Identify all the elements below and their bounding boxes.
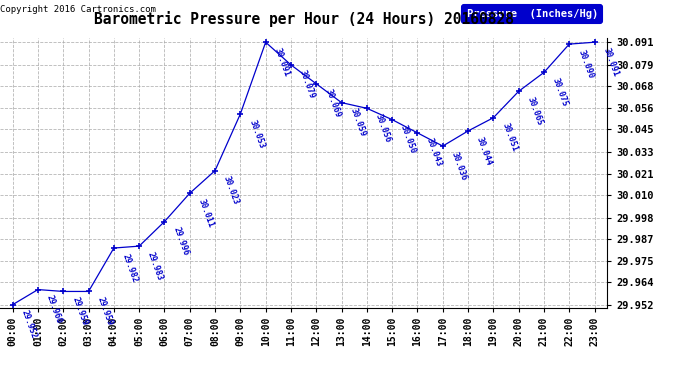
Text: 29.996: 29.996 [171, 226, 190, 257]
Text: 30.059: 30.059 [348, 107, 367, 138]
Text: 30.051: 30.051 [500, 122, 519, 153]
Text: 30.065: 30.065 [526, 96, 544, 127]
Text: 29.982: 29.982 [121, 252, 139, 284]
Text: 29.959: 29.959 [70, 296, 89, 327]
Text: 30.050: 30.050 [399, 124, 418, 155]
Text: 30.043: 30.043 [424, 137, 443, 168]
Text: 30.011: 30.011 [197, 197, 215, 229]
Text: Copyright 2016 Cartronics.com: Copyright 2016 Cartronics.com [0, 5, 156, 14]
Text: 30.075: 30.075 [551, 76, 570, 108]
Text: 29.959: 29.959 [95, 296, 115, 327]
Text: 30.091: 30.091 [273, 46, 291, 78]
Text: 30.069: 30.069 [323, 88, 342, 119]
Text: 30.044: 30.044 [475, 135, 494, 166]
Text: 29.960: 29.960 [45, 294, 63, 325]
Text: 30.091: 30.091 [602, 46, 620, 78]
Legend: Pressure  (Inches/Hg): Pressure (Inches/Hg) [462, 5, 602, 23]
Text: 30.090: 30.090 [576, 48, 595, 80]
Text: Barometric Pressure per Hour (24 Hours) 20160828: Barometric Pressure per Hour (24 Hours) … [94, 11, 513, 27]
Text: 30.056: 30.056 [374, 112, 393, 144]
Text: 29.983: 29.983 [146, 250, 165, 282]
Text: 30.079: 30.079 [298, 69, 317, 100]
Text: 29.952: 29.952 [19, 309, 39, 340]
Text: 30.053: 30.053 [247, 118, 266, 149]
Text: 30.036: 30.036 [450, 150, 469, 182]
Text: 30.023: 30.023 [222, 175, 241, 206]
